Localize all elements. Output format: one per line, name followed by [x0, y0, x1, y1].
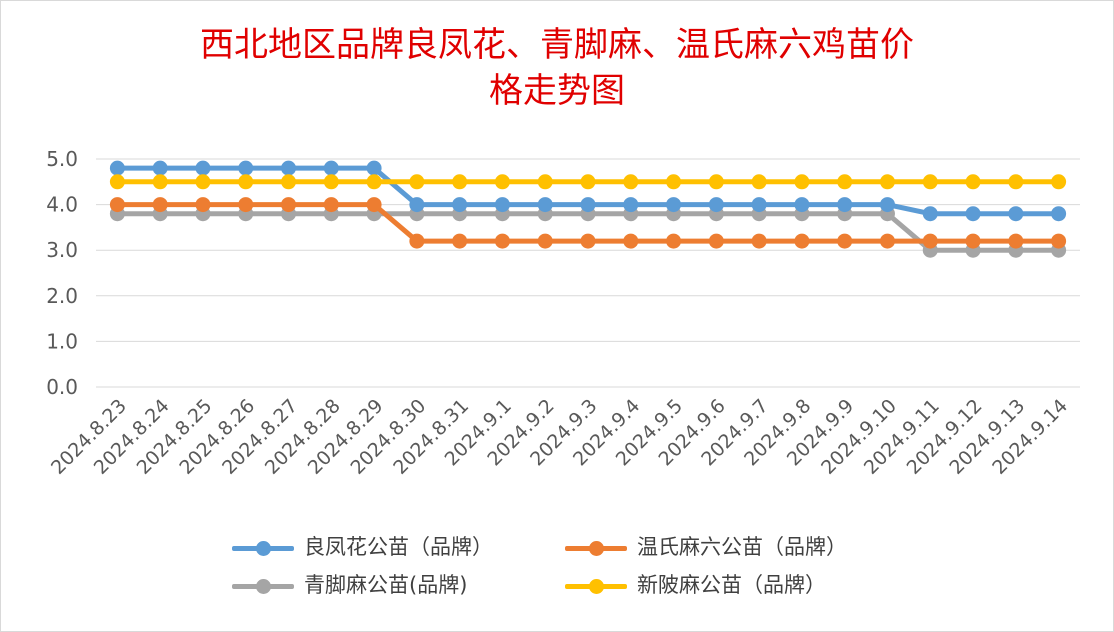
chart-title-line-1: 西北地区品牌良凤花、青脚麻、温氏麻六鸡苗价	[200, 25, 914, 65]
series-point-2	[281, 197, 297, 213]
series-point-2	[195, 197, 211, 213]
legend-swatch-series-1	[232, 541, 294, 556]
series-point-1	[580, 197, 596, 213]
series-point-2	[1051, 233, 1067, 249]
series-point-4	[537, 174, 553, 190]
series-point-1	[1008, 206, 1024, 222]
series-point-1	[109, 160, 125, 176]
series-point-4	[494, 174, 510, 190]
y-tick-label: 1.0	[46, 329, 78, 353]
series-point-2	[580, 233, 596, 249]
series-point-1	[366, 160, 382, 176]
chart-title: 西北地区品牌良凤花、青脚麻、温氏麻六鸡苗价 格走势图	[0, 22, 1114, 114]
series-point-4	[366, 174, 382, 190]
series-point-2	[537, 233, 553, 249]
legend-swatch-series-4	[565, 579, 627, 594]
series-point-4	[837, 174, 853, 190]
series-point-1	[922, 206, 938, 222]
series-point-4	[580, 174, 596, 190]
series-point-1	[623, 197, 639, 213]
legend-swatch-series-2	[565, 541, 627, 556]
y-tick-label: 0.0	[46, 375, 78, 399]
series-point-2	[965, 233, 981, 249]
series-point-1	[794, 197, 810, 213]
legend-label-series-4: 新陂麻公苗（品牌）	[637, 573, 826, 597]
series-point-4	[281, 174, 297, 190]
series-point-2	[238, 197, 254, 213]
series-point-1	[879, 197, 895, 213]
series-point-1	[1051, 206, 1067, 222]
y-tick-label: 4.0	[46, 193, 78, 217]
series-point-2	[152, 197, 168, 213]
series-point-1	[409, 197, 425, 213]
series-point-2	[922, 233, 938, 249]
series-point-2	[109, 197, 125, 213]
series-point-4	[794, 174, 810, 190]
series-point-1	[708, 197, 724, 213]
series-point-1	[323, 160, 339, 176]
series-point-1	[537, 197, 553, 213]
series-point-2	[623, 233, 639, 249]
series-point-1	[152, 160, 168, 176]
series-point-1	[666, 197, 682, 213]
series-point-4	[751, 174, 767, 190]
series-point-1	[452, 197, 468, 213]
series-point-1	[281, 160, 297, 176]
series-point-2	[794, 233, 810, 249]
series-point-2	[837, 233, 853, 249]
series-point-4	[323, 174, 339, 190]
series-point-2	[1008, 233, 1024, 249]
series-point-4	[195, 174, 211, 190]
series-point-1	[751, 197, 767, 213]
chart-title-line-2: 格走势图	[489, 71, 625, 111]
series-point-1	[965, 206, 981, 222]
series-point-2	[409, 233, 425, 249]
series-point-4	[708, 174, 724, 190]
legend-label-series-2: 温氏麻六公苗（品牌）	[637, 535, 847, 559]
y-tick-label: 2.0	[46, 284, 78, 308]
series-point-4	[623, 174, 639, 190]
series-point-4	[452, 174, 468, 190]
series-point-1	[238, 160, 254, 176]
series-point-2	[751, 233, 767, 249]
series-point-4	[238, 174, 254, 190]
series-point-2	[323, 197, 339, 213]
series-point-4	[879, 174, 895, 190]
legend-swatch-series-3	[232, 579, 294, 594]
y-tick-label: 5.0	[46, 147, 78, 171]
series-point-2	[494, 233, 510, 249]
series-point-2	[666, 233, 682, 249]
legend-label-series-1: 良凤花公苗（品牌）	[304, 535, 493, 559]
y-tick-label: 3.0	[46, 238, 78, 262]
series-point-4	[1051, 174, 1067, 190]
series-point-4	[152, 174, 168, 190]
series-point-1	[837, 197, 853, 213]
series-point-2	[879, 233, 895, 249]
series-point-4	[1008, 174, 1024, 190]
series-point-1	[494, 197, 510, 213]
series-point-4	[965, 174, 981, 190]
series-point-2	[708, 233, 724, 249]
series-point-4	[666, 174, 682, 190]
series-point-4	[922, 174, 938, 190]
legend-label-series-3: 青脚麻公苗(品牌)	[304, 573, 468, 597]
series-point-1	[195, 160, 211, 176]
series-point-2	[452, 233, 468, 249]
series-point-4	[409, 174, 425, 190]
series-point-4	[109, 174, 125, 190]
series-point-2	[366, 197, 382, 213]
